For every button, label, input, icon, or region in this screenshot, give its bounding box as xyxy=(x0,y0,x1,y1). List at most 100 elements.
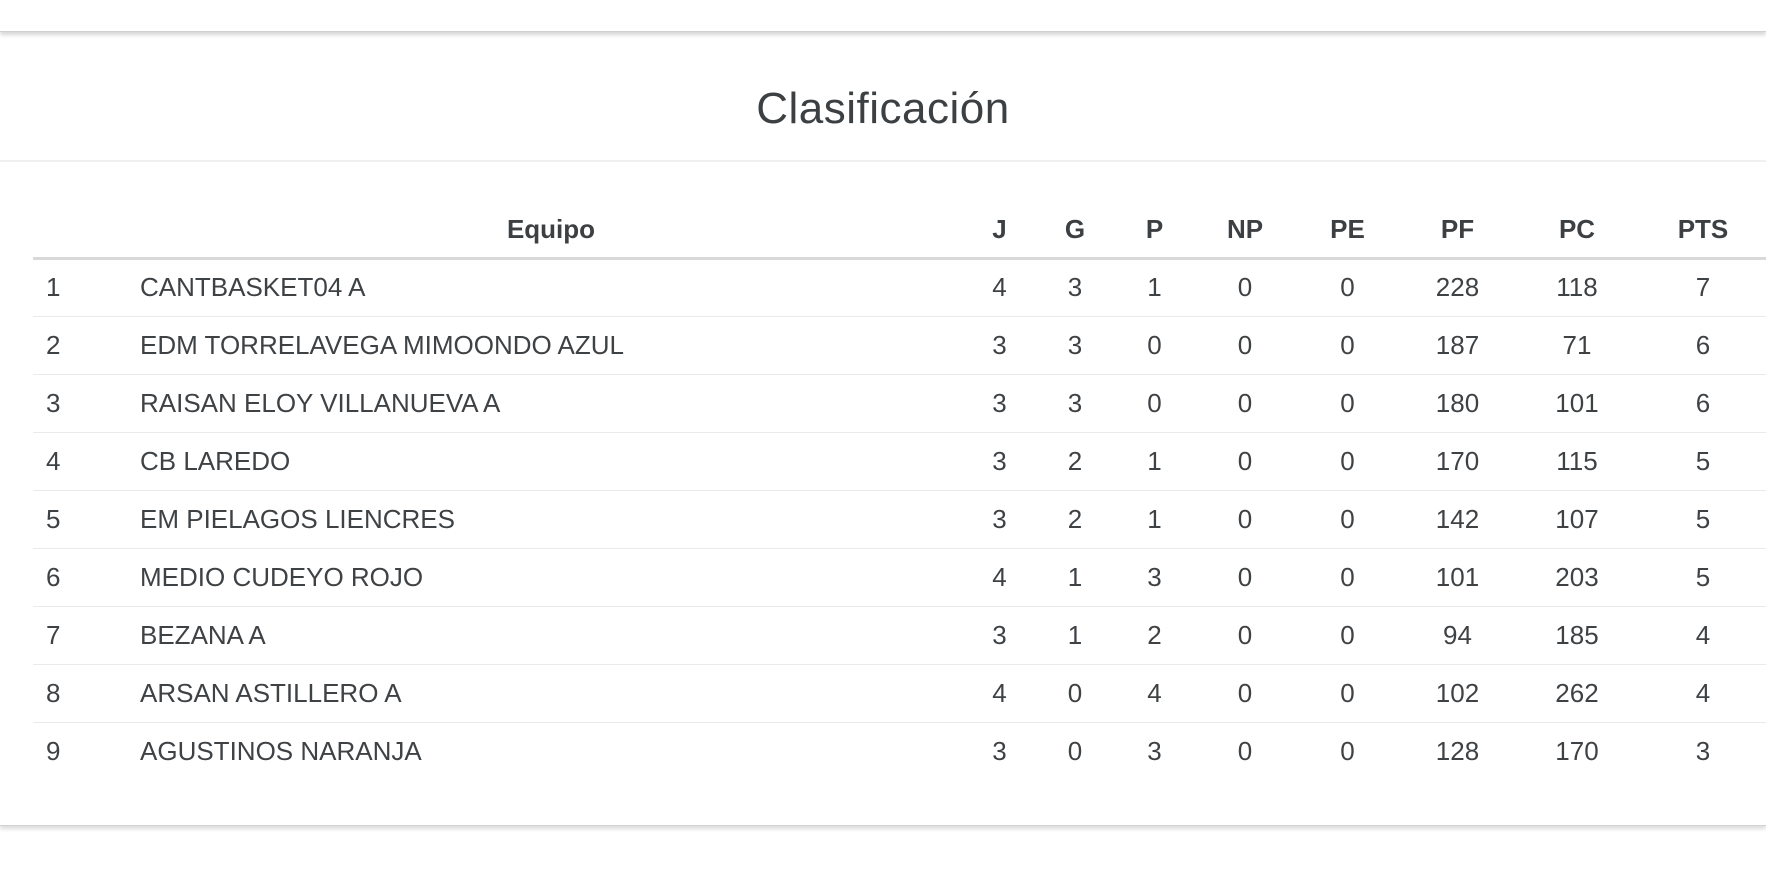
cell-pos: 2 xyxy=(33,316,140,375)
cell-pts: 6 xyxy=(1640,316,1766,375)
cell-pc: 118 xyxy=(1514,258,1640,317)
table-row: 7 BEZANA A 3 1 2 0 0 94 185 4 xyxy=(33,606,1766,665)
cell-pos: 9 xyxy=(46,735,61,766)
column-header-pf: PF xyxy=(1401,202,1514,260)
cell-p: 1 xyxy=(1113,258,1196,317)
cell-np: 0 xyxy=(1196,258,1294,317)
cell-team: EM PIELAGOS LIENCRES xyxy=(140,490,962,549)
cell-g: 3 xyxy=(1037,374,1113,433)
cell-team: CANTBASKET04 A xyxy=(140,258,962,317)
cell-pts: 5 xyxy=(1640,548,1766,607)
cell-pe: 0 xyxy=(1294,374,1401,433)
cell-pc: 170 xyxy=(1555,735,1599,766)
cell-pe: 0 xyxy=(1294,606,1401,665)
cell-p: 3 xyxy=(1147,735,1162,766)
cell-j: 3 xyxy=(962,490,1037,549)
cell-pos: 8 xyxy=(33,664,140,723)
cell-np: 0 xyxy=(1196,374,1294,433)
cell-pf: 228 xyxy=(1401,258,1514,317)
cell-pc: 203 xyxy=(1514,548,1640,607)
cell-np: 0 xyxy=(1196,490,1294,549)
table-head: Equipo J G P NP PE PF PC PTS xyxy=(33,202,1766,260)
cell-team: AGUSTINOS NARANJA xyxy=(140,735,422,766)
cell-pos: 7 xyxy=(33,606,140,665)
cell-p: 0 xyxy=(1113,316,1196,375)
column-header-pc: PC xyxy=(1514,202,1640,260)
table-row: 3 RAISAN ELOY VILLANUEVA A 3 3 0 0 0 180 101 6 xyxy=(33,374,1766,433)
cell-j: 4 xyxy=(962,548,1037,607)
cell-g: 2 xyxy=(1037,432,1113,491)
cell-pe: 0 xyxy=(1294,548,1401,607)
table-row: 9 AGUSTINOS NARANJA 3 0 3 0 0 128 170 3 xyxy=(33,722,1766,780)
table-row: 6 MEDIO CUDEYO ROJO 4 1 3 0 0 101 203 5 xyxy=(33,548,1766,607)
column-header-pe: PE xyxy=(1294,202,1401,260)
cell-p: 4 xyxy=(1113,664,1196,723)
cell-np: 0 xyxy=(1237,735,1253,766)
cell-pc: 107 xyxy=(1514,490,1640,549)
cell-j: 3 xyxy=(962,606,1037,665)
column-header-j: J xyxy=(962,202,1037,260)
cell-team: BEZANA A xyxy=(140,606,962,665)
cell-j: 3 xyxy=(962,316,1037,375)
cell-g: 2 xyxy=(1037,490,1113,549)
page-title: Clasificación xyxy=(756,84,1010,133)
cell-pc: 262 xyxy=(1514,664,1640,723)
cell-team: RAISAN ELOY VILLANUEVA A xyxy=(140,374,962,433)
cell-g: 0 xyxy=(1037,664,1113,723)
cell-p: 0 xyxy=(1113,374,1196,433)
cell-np: 0 xyxy=(1196,316,1294,375)
table-header-row: Equipo J G P NP PE PF PC PTS xyxy=(33,202,1766,260)
cell-j: 4 xyxy=(962,258,1037,317)
cell-pc: 115 xyxy=(1514,432,1640,491)
cell-pts: 5 xyxy=(1640,490,1766,549)
cell-pf: 170 xyxy=(1401,432,1514,491)
cell-team: EDM TORRELAVEGA MIMOONDO AZUL xyxy=(140,316,962,375)
column-header-g: G xyxy=(1037,202,1113,260)
cell-team: CB LAREDO xyxy=(140,432,962,491)
cell-pf: 94 xyxy=(1401,606,1514,665)
cell-np: 0 xyxy=(1196,606,1294,665)
cell-p: 2 xyxy=(1113,606,1196,665)
cell-pos: 5 xyxy=(33,490,140,549)
cell-g: 0 xyxy=(1067,735,1083,766)
table-body: 1 CANTBASKET04 A 4 3 1 0 0 228 118 7 2 EDM TORRELAV… xyxy=(33,258,1766,780)
cell-pts: 4 xyxy=(1640,664,1766,723)
cell-pts: 3 xyxy=(1695,735,1711,766)
column-header-pos xyxy=(33,202,140,260)
cell-team: ARSAN ASTILLERO A xyxy=(140,664,962,723)
table-row: 4 CB LAREDO 3 2 1 0 0 170 115 5 xyxy=(33,432,1766,491)
cell-pf: 180 xyxy=(1401,374,1514,433)
cell-pos: 4 xyxy=(33,432,140,491)
cell-pe: 0 xyxy=(1294,258,1401,317)
column-header-np: NP xyxy=(1196,202,1294,260)
cell-pe: 0 xyxy=(1340,735,1355,766)
cell-np: 0 xyxy=(1196,548,1294,607)
cell-pts: 6 xyxy=(1640,374,1766,433)
cell-j: 3 xyxy=(992,735,1007,766)
cell-g: 3 xyxy=(1037,316,1113,375)
cell-j: 4 xyxy=(962,664,1037,723)
cell-g: 1 xyxy=(1037,548,1113,607)
cell-g: 3 xyxy=(1037,258,1113,317)
cell-pts: 4 xyxy=(1640,606,1766,665)
cell-pos: 1 xyxy=(33,258,140,317)
column-header-pts: PTS xyxy=(1640,202,1766,260)
cell-pe: 0 xyxy=(1294,664,1401,723)
table-row: 5 EM PIELAGOS LIENCRES 3 2 1 0 0 142 107 5 xyxy=(33,490,1766,549)
cell-pts: 7 xyxy=(1640,258,1766,317)
cell-pe: 0 xyxy=(1294,316,1401,375)
title-block: Clasificación xyxy=(0,32,1766,162)
cell-pos: 3 xyxy=(33,374,140,433)
cell-p: 3 xyxy=(1113,548,1196,607)
cell-pc: 185 xyxy=(1514,606,1640,665)
cell-j: 3 xyxy=(962,432,1037,491)
cell-pf: 142 xyxy=(1401,490,1514,549)
table-row: 8 ARSAN ASTILLERO A 4 0 4 0 0 102 262 4 xyxy=(33,664,1766,723)
column-header-team: Equipo xyxy=(140,202,962,260)
cell-p: 1 xyxy=(1113,432,1196,491)
table-row: 1 CANTBASKET04 A 4 3 1 0 0 228 118 7 xyxy=(33,258,1766,317)
cell-pe: 0 xyxy=(1294,490,1401,549)
cell-p: 1 xyxy=(1113,490,1196,549)
cell-pf: 102 xyxy=(1401,664,1514,723)
